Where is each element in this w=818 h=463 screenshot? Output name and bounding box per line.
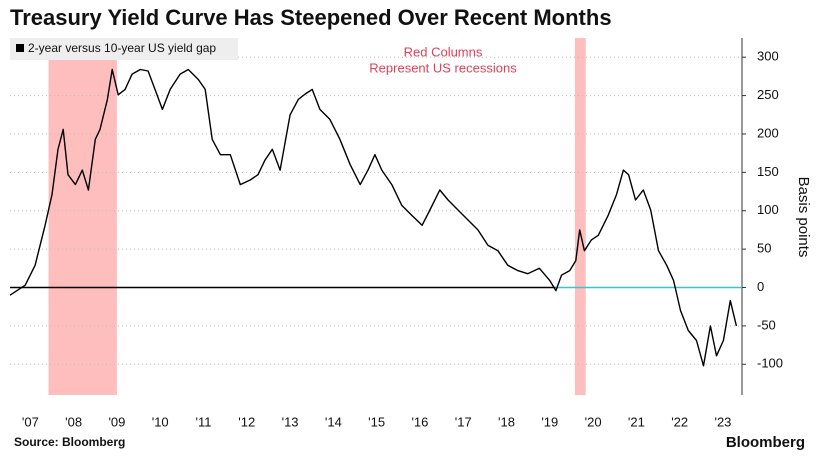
- x-tick-label: '07: [22, 414, 39, 429]
- x-tick-label: '22: [671, 414, 688, 429]
- y-tick-label: -50: [757, 317, 776, 332]
- data-line: [9, 68, 738, 367]
- legend-bg: [10, 38, 238, 60]
- x-tick-label: '16: [411, 414, 428, 429]
- y-tick-label: 300: [757, 49, 779, 64]
- y-tick-label: 50: [757, 241, 771, 256]
- x-tick-label: '17: [455, 414, 472, 429]
- recession-band: [48, 38, 117, 395]
- y-tick-label: 200: [757, 125, 779, 140]
- legend-label: 2-year versus 10-year US yield gap: [28, 41, 216, 55]
- y-tick-label: -100: [757, 356, 783, 371]
- brand: Bloomberg: [726, 434, 805, 451]
- y-tick-label: 0: [757, 279, 764, 294]
- source: Source: Bloomberg: [14, 435, 125, 449]
- x-tick-label: '09: [108, 414, 125, 429]
- y-tick-label: 150: [757, 164, 779, 179]
- x-tick-label: '10: [152, 414, 169, 429]
- chart-title: Treasury Yield Curve Has Steepened Over …: [10, 5, 612, 30]
- legend: 2-year versus 10-year US yield gap: [10, 38, 238, 60]
- x-tick-label: '19: [541, 414, 558, 429]
- x-tick-label: '08: [65, 414, 82, 429]
- x-tick-label: '15: [368, 414, 385, 429]
- y-tick-label: 100: [757, 202, 779, 217]
- legend-swatch: [16, 44, 24, 52]
- y-tick-label: 250: [757, 87, 779, 102]
- x-tick-label: '18: [498, 414, 515, 429]
- x-tick-label: '21: [628, 414, 645, 429]
- x-tick-label: '23: [714, 414, 731, 429]
- x-tick-label: '11: [196, 414, 212, 429]
- x-tick-label: '13: [282, 414, 299, 429]
- annotation: Red Columns: [404, 44, 483, 59]
- x-tick-label: '12: [238, 414, 255, 429]
- x-tick-label: '20: [585, 414, 602, 429]
- recession-band: [574, 38, 586, 395]
- y-axis-label: Basis points: [795, 177, 812, 258]
- x-tick-label: '14: [325, 414, 342, 429]
- annotation: Represent US recessions: [369, 60, 517, 75]
